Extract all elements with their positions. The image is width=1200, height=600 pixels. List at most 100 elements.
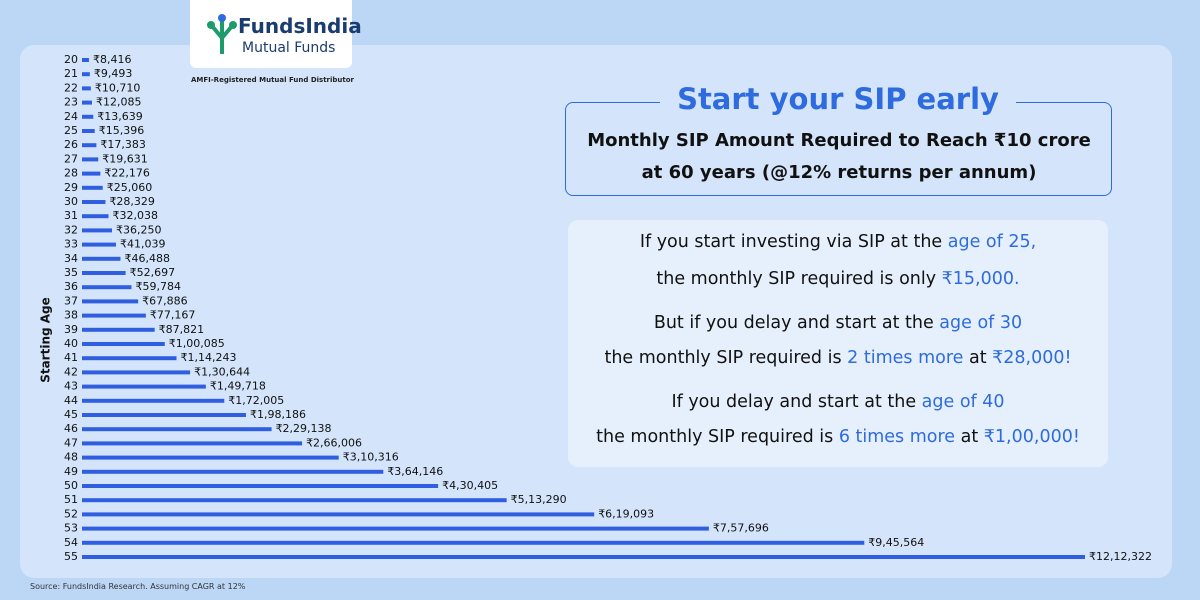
bar — [82, 100, 92, 105]
value-label: ₹1,98,186 — [250, 408, 306, 421]
bar — [82, 540, 865, 545]
value-label: ₹17,383 — [100, 138, 146, 151]
info-text: But if you delay and start at the — [653, 313, 940, 333]
bar — [82, 342, 165, 346]
y-tick-label: 35 — [64, 266, 78, 279]
value-label: ₹87,821 — [159, 323, 205, 336]
y-tick-label: 54 — [64, 536, 78, 549]
value-label: ₹59,784 — [135, 280, 181, 293]
value-label: ₹36,250 — [116, 223, 162, 236]
bar — [82, 413, 246, 417]
value-label: ₹9,493 — [94, 67, 132, 80]
y-tick-label: 33 — [64, 238, 78, 251]
y-tick-label: 30 — [64, 195, 78, 208]
y-tick-label: 36 — [64, 280, 78, 293]
y-tick-label: 32 — [64, 223, 78, 236]
bar — [82, 313, 146, 318]
value-label: ₹12,085 — [96, 96, 142, 109]
bar — [82, 157, 99, 162]
value-label: ₹8,416 — [93, 53, 132, 66]
info-highlight: ₹28,000! — [992, 348, 1072, 368]
y-tick-label: 41 — [64, 351, 78, 364]
y-tick-label: 37 — [64, 294, 78, 307]
y-tick-label: 25 — [64, 124, 78, 137]
y-tick-label: 20 — [64, 53, 78, 66]
info-highlight: age of 40 — [921, 392, 1005, 412]
value-label: ₹1,00,085 — [169, 337, 225, 350]
value-label: ₹2,29,138 — [276, 422, 332, 435]
tagline: AMFI-Registered Mutual Fund Distributor — [191, 76, 354, 84]
value-label: ₹25,060 — [107, 181, 153, 194]
value-label: ₹46,488 — [124, 252, 170, 265]
info-text: If you delay and start at the — [671, 392, 922, 412]
y-tick-label: 49 — [64, 465, 78, 478]
bar — [82, 58, 89, 62]
logo-icon — [207, 14, 237, 54]
bar — [82, 384, 206, 389]
bar — [82, 200, 106, 204]
info-highlight: ₹15,000. — [941, 269, 1020, 289]
y-tick-label: 48 — [64, 451, 78, 464]
panel-subtitle: Monthly SIP Amount Required to Reach ₹10… — [587, 130, 1091, 151]
value-label: ₹3,10,316 — [343, 451, 399, 464]
value-label: ₹41,039 — [120, 238, 166, 251]
y-tick-label: 27 — [64, 152, 78, 165]
value-label: ₹67,886 — [142, 294, 188, 307]
bar — [82, 86, 91, 91]
info-highlight: age of 25, — [947, 232, 1037, 252]
info-text: at — [963, 348, 993, 368]
bar — [82, 370, 191, 375]
value-label: ₹1,14,243 — [181, 351, 237, 364]
info-box — [568, 220, 1108, 467]
bar — [82, 441, 303, 446]
y-tick-label: 22 — [64, 81, 78, 94]
value-label: ₹3,64,146 — [387, 465, 443, 478]
value-label: ₹19,631 — [102, 152, 148, 165]
info-highlight: 2 times more — [847, 348, 964, 368]
y-axis-label: Starting Age — [39, 297, 53, 383]
value-label: ₹12,12,322 — [1089, 550, 1152, 563]
info-line: the monthly SIP required is only ₹15,000… — [568, 269, 1108, 289]
bar — [82, 427, 272, 432]
bar — [82, 484, 439, 488]
info-text: at — [955, 427, 984, 447]
value-label: ₹7,57,696 — [713, 522, 769, 535]
value-label: ₹32,038 — [113, 209, 159, 222]
bar — [82, 256, 121, 261]
y-tick-label: 46 — [64, 422, 78, 435]
y-tick-label: 21 — [64, 67, 78, 80]
y-tick-label: 39 — [64, 323, 78, 336]
y-tick-label: 29 — [64, 181, 78, 194]
y-tick-label: 28 — [64, 167, 78, 180]
bar — [82, 271, 126, 275]
bar — [82, 129, 95, 133]
bar — [82, 242, 116, 247]
info-line: the monthly SIP required is 2 times more… — [568, 348, 1108, 368]
y-tick-label: 42 — [64, 365, 78, 378]
value-label: ₹52,697 — [130, 266, 176, 279]
info-line: But if you delay and start at the age of… — [568, 313, 1108, 333]
bar — [82, 398, 225, 403]
brand: FundsIndia — [238, 14, 362, 38]
logo: FundsIndia Mutual Funds — [190, 0, 362, 68]
y-tick-label: 24 — [64, 110, 78, 123]
panel-title: Start your SIP early — [660, 82, 1016, 116]
value-label: ₹4,30,405 — [442, 479, 498, 492]
bar — [82, 185, 103, 190]
bar — [82, 214, 109, 219]
info-line: the monthly SIP required is 6 times more… — [568, 427, 1108, 447]
value-label: ₹15,396 — [99, 124, 145, 137]
value-label: ₹6,19,093 — [598, 507, 654, 520]
info-highlight: 6 times more — [838, 427, 956, 447]
y-tick-label: 38 — [64, 309, 78, 322]
info-highlight: ₹1,00,000! — [983, 427, 1080, 447]
value-label: ₹10,710 — [95, 81, 140, 94]
info-line: If you start investing via SIP at the ag… — [568, 232, 1108, 252]
sub-brand: Mutual Funds — [242, 40, 336, 56]
value-label: ₹5,13,290 — [511, 493, 567, 506]
info-line: If you delay and start at the age of 40 — [568, 392, 1108, 412]
value-label: ₹77,167 — [150, 309, 196, 322]
y-tick-label: 52 — [64, 507, 78, 520]
bar — [82, 228, 112, 233]
